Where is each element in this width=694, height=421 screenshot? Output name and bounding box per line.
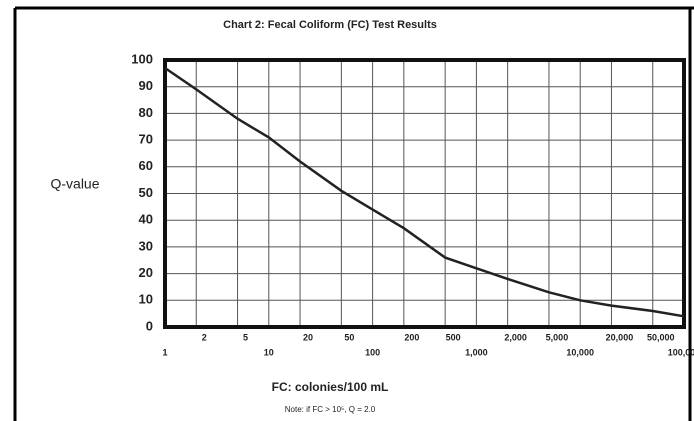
x-tick-label: 20: [303, 332, 313, 342]
x-tick-label: 1,000: [465, 347, 488, 357]
x-tick-label: 20,000: [606, 332, 634, 342]
x-tick-label: 5,000: [546, 332, 569, 342]
note: Note: if FC > 10⁵, Q = 2.0: [285, 405, 376, 414]
y-tick-label: 90: [139, 78, 153, 93]
x-tick-label: 1: [162, 347, 167, 357]
x-tick-label: 2,000: [504, 332, 527, 342]
data-line: [164, 66, 685, 318]
x-tick-label: 100: [365, 347, 380, 357]
y-tick-label: 60: [139, 158, 153, 173]
y-tick-label: 40: [139, 212, 153, 227]
x-tick-label: 5: [243, 332, 248, 342]
y-tick-label: 100: [131, 51, 153, 66]
y-tick-label: 20: [139, 265, 153, 280]
x-tick-label: 200: [404, 332, 419, 342]
x-tick-label: 100,000: [668, 347, 694, 357]
x-tick-label: 50,000: [647, 332, 675, 342]
y-tick-label: 50: [139, 185, 153, 200]
x-tick-label: 2: [202, 332, 207, 342]
plot-frame: [163, 58, 686, 329]
y-tick-label: 10: [139, 292, 153, 307]
y-tick-label: 80: [139, 105, 153, 120]
x-tick-label: 10,000: [566, 347, 594, 357]
x-tick-label: 50: [344, 332, 354, 342]
x-axis-label: FC: colonies/100 mL: [272, 380, 389, 394]
y-tick-label: 30: [139, 238, 153, 253]
y-tick-label: 70: [139, 132, 153, 147]
x-tick-label: 10: [264, 347, 274, 357]
x-tick-label: 500: [446, 332, 461, 342]
chart-title: Chart 2: Fecal Coliform (FC) Test Result…: [223, 19, 437, 31]
y-tick-label: 0: [146, 318, 153, 333]
y-axis-label: Q-value: [50, 176, 99, 192]
